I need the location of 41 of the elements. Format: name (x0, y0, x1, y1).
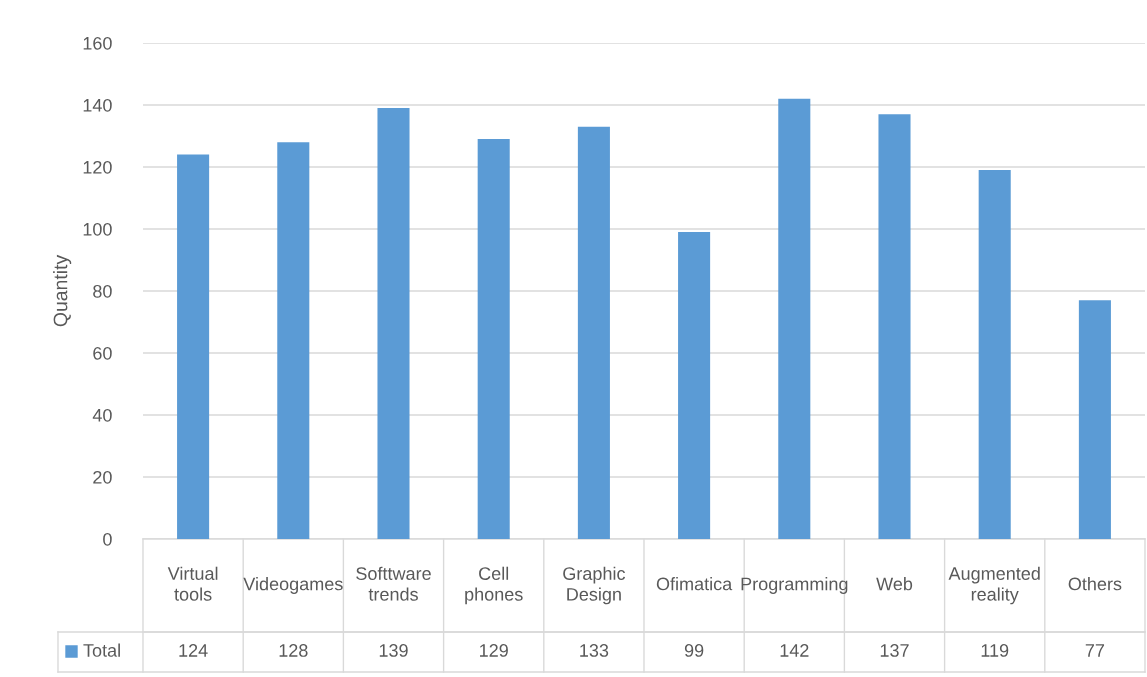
bar (678, 232, 711, 539)
x-tick-label: Videogames (243, 577, 343, 594)
x-tick-label: Ofimatica (656, 577, 733, 591)
bar (377, 108, 410, 539)
bar (477, 139, 510, 539)
data-label: 77 (1085, 644, 1105, 657)
data-label: 128 (279, 644, 308, 657)
y-tick-label: 20 (93, 470, 112, 484)
x-tick-label: Softtware trends (356, 566, 431, 601)
y-axis-title: Quantity (53, 254, 72, 327)
x-tick-label: Augmented reality (948, 566, 1040, 605)
bar (277, 142, 310, 539)
y-tick-label: 160 (83, 36, 112, 50)
bar (778, 98, 811, 539)
bar (1078, 300, 1111, 539)
x-tick-label: Web (876, 577, 913, 591)
x-tick-label: Virtual tools (167, 566, 218, 601)
data-label: 119 (981, 644, 1009, 657)
data-label: 137 (880, 644, 909, 657)
x-tick-label: Graphic Design (563, 566, 626, 605)
data-label: 124 (179, 644, 208, 657)
data-label: 139 (379, 644, 408, 657)
y-tick-label: 100 (83, 222, 112, 236)
y-tick-label: 120 (83, 160, 112, 174)
bar (978, 170, 1011, 539)
y-tick-label: 40 (92, 408, 112, 422)
y-tick-label: 0 (103, 532, 112, 546)
data-label: 99 (684, 644, 704, 657)
y-tick-label: 140 (83, 98, 112, 112)
bar (878, 114, 911, 539)
data-label: 129 (480, 644, 508, 657)
bar (577, 126, 610, 539)
x-tick-label: Cell phones (465, 566, 523, 605)
y-tick-label: 60 (93, 346, 112, 360)
data-label: 142 (780, 644, 809, 657)
data-label: 133 (580, 644, 609, 657)
bar (177, 154, 210, 539)
legend-label: Total (83, 643, 120, 657)
x-tick-label: Programming (741, 577, 848, 594)
x-tick-label: Others (1068, 577, 1122, 591)
y-tick-label: 80 (93, 284, 112, 298)
